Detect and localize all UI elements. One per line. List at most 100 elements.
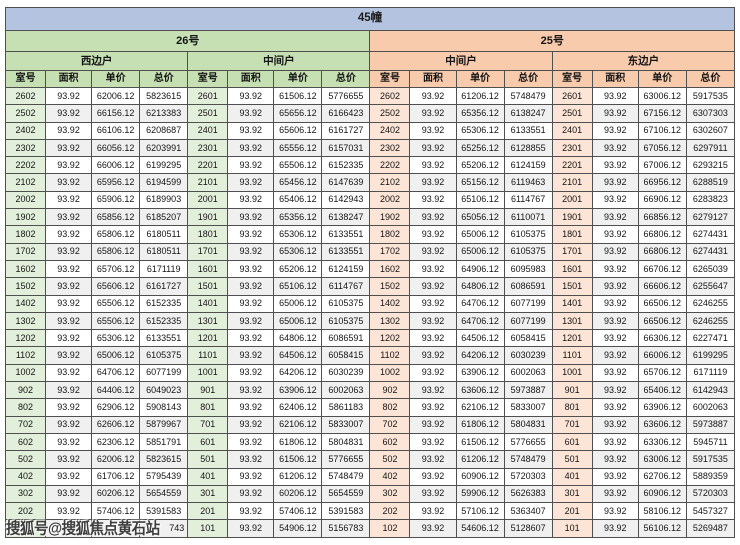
area-cell: 93.92 [45,311,93,331]
area-cell: 93.92 [45,381,93,400]
table-row: 1102 93.92 65006.12 6105375 1101 93.92 64506.1… [4,346,736,365]
area-cell: 93.92 [409,190,457,210]
room-cell: 802 [4,398,47,417]
unit-price-cell: 54606.12 [455,519,505,538]
table-row: 1702 93.92 65806.12 6180511 1701 93.92 65306.1… [4,242,736,261]
total-price-cell: 6171119 [139,259,189,279]
total-price-cell: 5861183 [321,398,371,417]
room-cell: 1801 [551,225,593,244]
area-cell: 93.92 [227,86,275,106]
room-cell: 1902 [369,208,411,227]
area-cell: 93.92 [591,329,639,348]
unit-price-cell: 64506.12 [273,346,323,365]
room-cell: 1102 [4,346,47,365]
unit-price-cell: 63606.12 [637,415,687,434]
room-cell: 202 [369,502,411,521]
total-price-cell: 6128855 [503,138,553,158]
building-25-header: 25号 [369,30,735,52]
table-row: 1902 93.92 65856.12 6185207 1901 93.92 65356.1… [4,208,736,227]
unit-price-cell: 64806.12 [455,277,505,296]
room-cell: 1202 [369,329,411,348]
total-price-cell: 6161727 [139,277,189,296]
room-cell: 201 [187,502,229,521]
unit-price-cell: 64806.12 [273,329,323,348]
room-cell: 2502 [4,104,47,123]
total-price-cell: 6246255 [685,294,736,313]
area-cell: 93.92 [409,225,457,244]
total-price-cell: 5823615 [139,86,189,106]
unit-price-cell: 63906.12 [273,381,323,400]
total-price-cell: 5363407 [503,502,553,521]
unit-price-cell: 66106.12 [91,121,141,140]
total-price-cell: 6180511 [139,242,189,261]
unit-price-cell: 66156.12 [91,104,141,123]
total-price-cell: 6105375 [139,346,189,365]
area-cell: 93.92 [409,363,457,383]
room-cell: 2201 [551,156,593,175]
column-header-row: 室号 面积 单价 总价 室号 面积 单价 总价 室号 面积 单价 总价 室号 面… [4,70,736,88]
area-cell: 93.92 [409,104,457,123]
total-price-cell: 5851791 [139,432,189,452]
total-price-cell: 6086591 [321,329,371,348]
total-price-cell: 6133551 [139,329,189,348]
room-cell: 2302 [4,138,47,158]
table-row: 2002 93.92 65906.12 6189903 2001 93.92 65406.1… [4,190,736,210]
area-cell: 93.92 [45,138,93,158]
room-cell: 801 [187,398,229,417]
room-cell: 901 [551,381,593,400]
area-cell: 93.92 [227,294,275,313]
total-price-cell: 6138247 [321,208,371,227]
area-cell: 93.92 [591,381,639,400]
room-cell [4,519,47,538]
total-price-cell: 6203991 [139,138,189,158]
unit-price-cell: 66006.12 [91,156,141,175]
table-row: 2502 93.92 66156.12 6213383 2501 93.92 65656.1… [4,104,736,123]
room-cell: 601 [551,432,593,452]
area-cell: 93.92 [409,415,457,434]
room-cell: 1901 [187,208,229,227]
unit-price-cell: 63006.12 [637,86,687,106]
unit-price-cell: 65106.12 [455,190,505,210]
area-cell: 93.92 [45,502,93,521]
room-cell: 1402 [369,294,411,313]
area-cell: 93.92 [45,225,93,244]
room-cell: 1401 [187,294,229,313]
unit-price-cell: 67106.12 [637,121,687,140]
total-price-cell: 5654559 [321,484,371,504]
room-cell: 2301 [551,138,593,158]
total-price-cell: 6124159 [503,156,553,175]
unit-price-cell: 65306.12 [455,121,505,140]
room-cell: 2202 [369,156,411,175]
area-cell: 93.92 [227,121,275,140]
unit-price-cell: 65606.12 [91,277,141,296]
unit-price-cell: 65706.12 [91,259,141,279]
area-cell: 93.92 [591,502,639,521]
total-price-cell: 5889359 [685,467,736,486]
room-cell: 1701 [551,242,593,261]
room-cell: 902 [4,381,47,400]
total-price-cell: 6185207 [139,208,189,227]
total-price-cell: 5128607 [503,519,553,538]
room-cell: 1101 [187,346,229,365]
total-price-cell: 6293215 [685,156,736,175]
unit-price-cell: 57106.12 [455,502,505,521]
unit-price-cell: 66956.12 [637,173,687,192]
total-price-cell: 5720303 [503,467,553,486]
total-price-cell: 6105375 [321,311,371,331]
area-cell: 93.92 [409,294,457,313]
area-cell: 93.92 [45,104,93,123]
total-price-cell: 6077199 [139,363,189,383]
total-price-cell: 6086591 [503,277,553,296]
room-cell: 1802 [369,225,411,244]
price-sheet: 45幢 26号 25号 西边户 中间户 中间户 东边户 室号 面积 单价 总价 … [4,7,736,538]
room-cell: 2402 [4,121,47,140]
area-cell: 93.92 [45,329,93,348]
unit-price-cell: 65106.12 [273,277,323,296]
unit-price-cell: 66006.12 [637,346,687,365]
area-cell: 93.92 [409,519,457,538]
room-cell: 1002 [4,363,47,383]
total-price-cell: 6095983 [503,259,553,279]
unit-price-cell: 63306.12 [637,432,687,452]
unit-price-cell: 63006.12 [637,450,687,469]
total-price-cell: 6302607 [685,121,736,140]
